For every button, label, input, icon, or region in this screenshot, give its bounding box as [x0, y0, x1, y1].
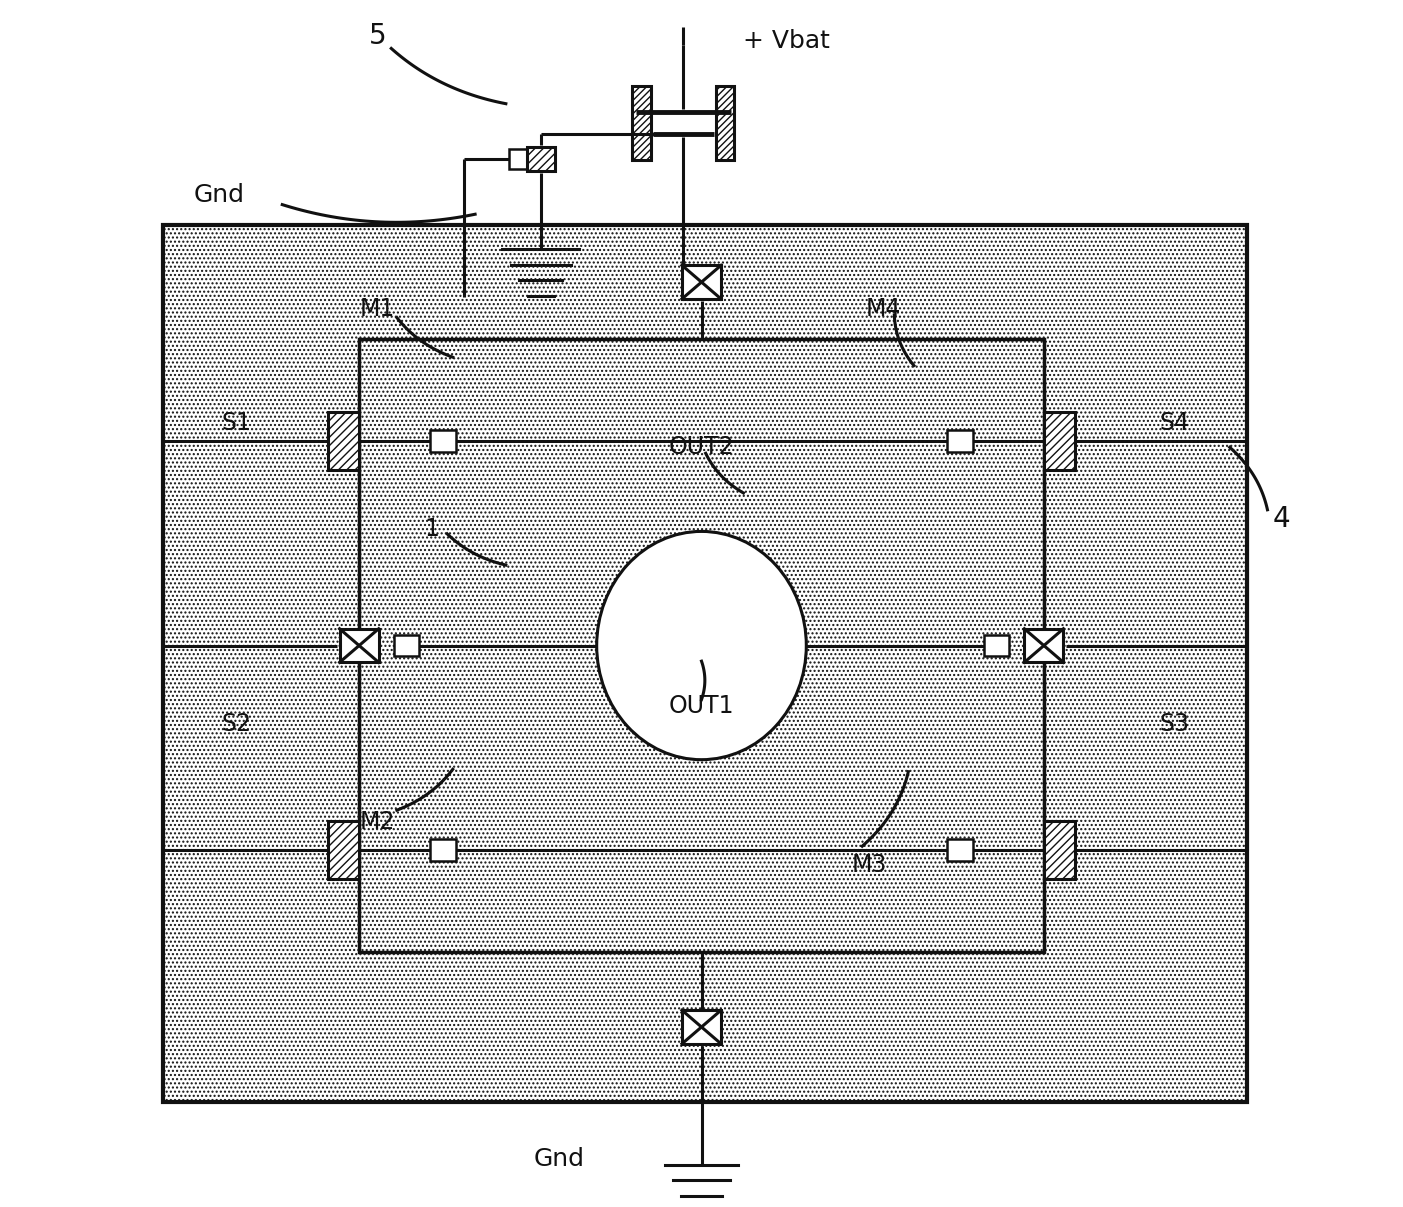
Text: S3: S3	[1160, 712, 1190, 735]
Bar	[1044, 821, 1075, 879]
Bar	[509, 150, 530, 169]
Bar	[328, 821, 359, 879]
Text: M4: M4	[866, 297, 901, 321]
Bar	[431, 839, 456, 861]
Text: M3: M3	[852, 853, 887, 877]
Bar	[984, 635, 1009, 657]
Bar	[682, 266, 721, 299]
Bar	[164, 225, 1246, 1102]
Bar	[682, 1010, 721, 1044]
Bar	[1044, 413, 1075, 471]
Text: OUT2: OUT2	[669, 436, 734, 460]
Text: S2: S2	[222, 712, 251, 735]
Bar	[947, 431, 972, 453]
Ellipse shape	[596, 531, 807, 759]
Bar	[1024, 629, 1063, 663]
Text: S1: S1	[222, 412, 251, 436]
Text: S4: S4	[1160, 412, 1190, 436]
Text: Gnd: Gnd	[194, 183, 246, 208]
Bar	[328, 413, 359, 471]
Bar	[526, 147, 554, 171]
Text: 4: 4	[1273, 506, 1291, 533]
Bar	[633, 86, 651, 161]
Bar	[716, 86, 734, 161]
Bar	[359, 339, 1044, 952]
Text: M2: M2	[359, 810, 396, 834]
Bar	[340, 629, 379, 663]
Text: 1: 1	[424, 517, 439, 541]
Text: M1: M1	[359, 297, 394, 321]
Text: OUT1: OUT1	[669, 694, 734, 718]
Bar	[431, 431, 456, 453]
Bar	[394, 635, 419, 657]
Text: Gnd: Gnd	[533, 1147, 585, 1171]
Bar	[947, 839, 972, 861]
Text: + Vbat: + Vbat	[744, 29, 831, 53]
Text: 5: 5	[369, 23, 386, 51]
